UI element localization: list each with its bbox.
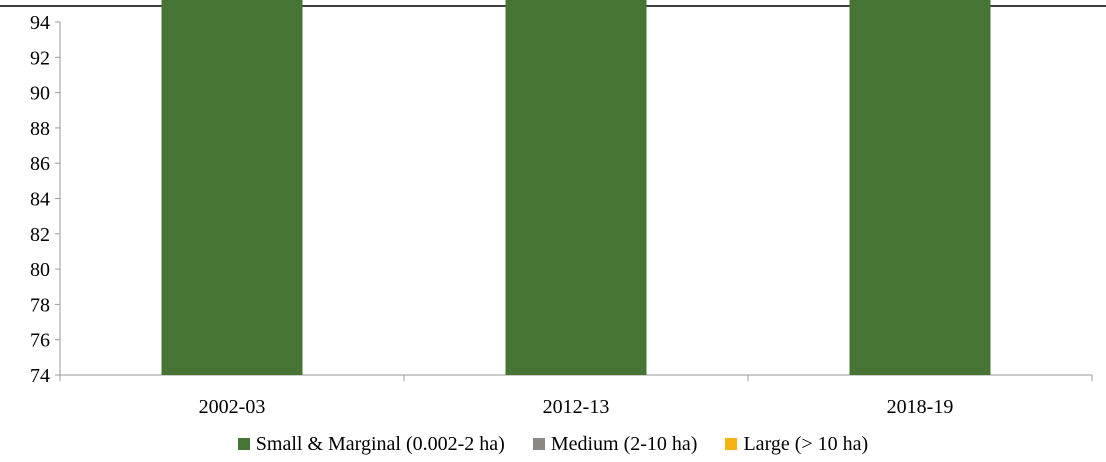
legend-swatch	[532, 438, 545, 450]
x-tick-label: 2018-19	[887, 396, 954, 418]
bars: 8090.5856.90.2865.80.1	[161, 0, 991, 375]
legend-label: Large (> 10 ha)	[743, 433, 869, 455]
legend-label: Medium (2-10 ha)	[550, 433, 698, 455]
y-tick-label: 76	[30, 330, 50, 352]
legend: Small & Marginal (0.002-2 ha) Medium (2-1…	[0, 432, 1106, 456]
legend-item: Large (> 10 ha)	[725, 432, 868, 456]
y-tick-label: 88	[30, 118, 50, 140]
x-tick-label: 2002-03	[199, 396, 266, 418]
x-tick-label: 2012-13	[543, 396, 610, 418]
legend-swatch	[725, 438, 738, 450]
y-tick-label: 84	[30, 189, 50, 211]
bar-segment	[161, 0, 303, 375]
y-tick-label: 82	[30, 224, 50, 246]
bar-segment	[505, 0, 647, 375]
stacked-bar-chart: 74 76 78 80 82 84 86 88 90 92 94 8090.5856.90.2865…	[0, 0, 1106, 418]
y-tick-label: 92	[30, 47, 50, 69]
y-axis-ticks: 74 76 78 80 82 84 86 88 90 92 94	[30, 12, 60, 387]
y-tick-label: 86	[30, 153, 50, 175]
legend-label: Small & Marginal (0.002-2 ha)	[255, 433, 505, 455]
legend-item: Small & Marginal (0.002-2 ha)	[237, 432, 505, 456]
y-tick-label: 94	[30, 12, 50, 34]
legend-item: Medium (2-10 ha)	[532, 432, 698, 456]
y-tick-label: 78	[30, 294, 50, 316]
y-tick-label: 74	[30, 365, 50, 387]
bar-segment	[849, 0, 991, 375]
y-tick-label: 80	[30, 259, 50, 281]
y-tick-label: 90	[30, 83, 50, 105]
legend-swatch	[237, 438, 250, 450]
x-axis-labels: 2002-03 2012-13 2018-19	[59, 375, 1093, 418]
